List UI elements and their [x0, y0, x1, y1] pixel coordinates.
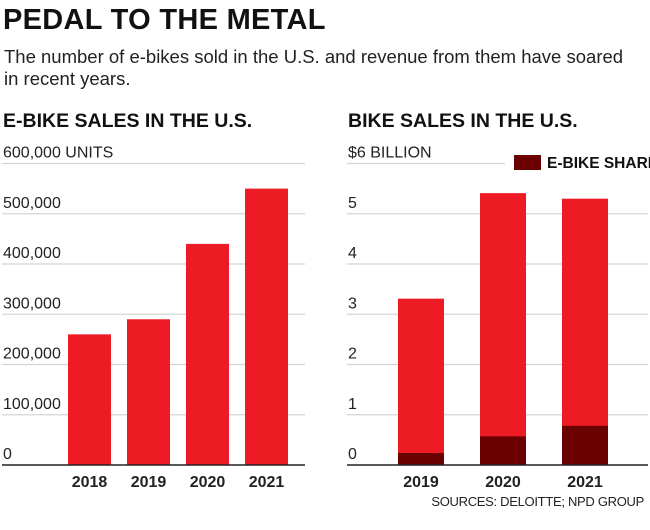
chart-title-bike-sales: BIKE SALES IN THE U.S.: [348, 110, 578, 132]
x-tick-label: 2020: [485, 474, 521, 491]
y-tick-label: 400,000: [3, 245, 61, 262]
bar-ebike-share-2020: [480, 436, 526, 465]
chart-title-ebike-sales: E-BIKE SALES IN THE U.S.: [3, 110, 253, 132]
x-tick-label: 2021: [249, 474, 285, 491]
legend-label-ebike-share: E-BIKE SHARE: [547, 155, 650, 172]
y-tick-label: 600,000 UNITS: [3, 145, 113, 162]
y-tick-label: 1: [348, 396, 357, 413]
page-title: PEDAL TO THE METAL: [3, 4, 326, 36]
bar-total-2019: [398, 298, 444, 465]
x-tick-label: 2018: [72, 474, 108, 491]
bar-ebike-share-2019: [398, 452, 444, 465]
y-tick-label: 2: [348, 346, 357, 363]
bar-2020: [186, 243, 229, 465]
x-tick-label: 2021: [567, 474, 603, 491]
y-tick-label: $6 BILLION: [348, 145, 432, 162]
y-tick-label: 200,000: [3, 346, 61, 363]
bar-2021: [245, 188, 288, 465]
x-tick-label: 2019: [403, 474, 439, 491]
y-tick-label: 4: [348, 245, 357, 262]
y-tick-label: 3: [348, 295, 357, 312]
subtitle: The number of e-bikes sold in the U.S. a…: [4, 46, 624, 89]
legend-swatch-ebike-share: [514, 155, 541, 170]
bar-total-2021: [562, 198, 608, 466]
bar-ebike-share-2021: [562, 425, 608, 465]
bar-total-2020: [480, 193, 526, 465]
x-tick-label: 2020: [190, 474, 226, 491]
y-tick-label: 300,000: [3, 295, 61, 312]
bar-2018: [68, 334, 111, 465]
source-note: SOURCES: DELOITTE; NPD GROUP: [431, 494, 644, 509]
y-tick-label: 500,000: [3, 195, 61, 212]
y-tick-label: 100,000: [3, 396, 61, 413]
bar-2019: [127, 319, 170, 465]
y-tick-label: 0: [3, 446, 12, 463]
y-tick-label: 5: [348, 195, 357, 212]
x-tick-label: 2019: [131, 474, 167, 491]
y-tick-label: 0: [348, 446, 357, 463]
